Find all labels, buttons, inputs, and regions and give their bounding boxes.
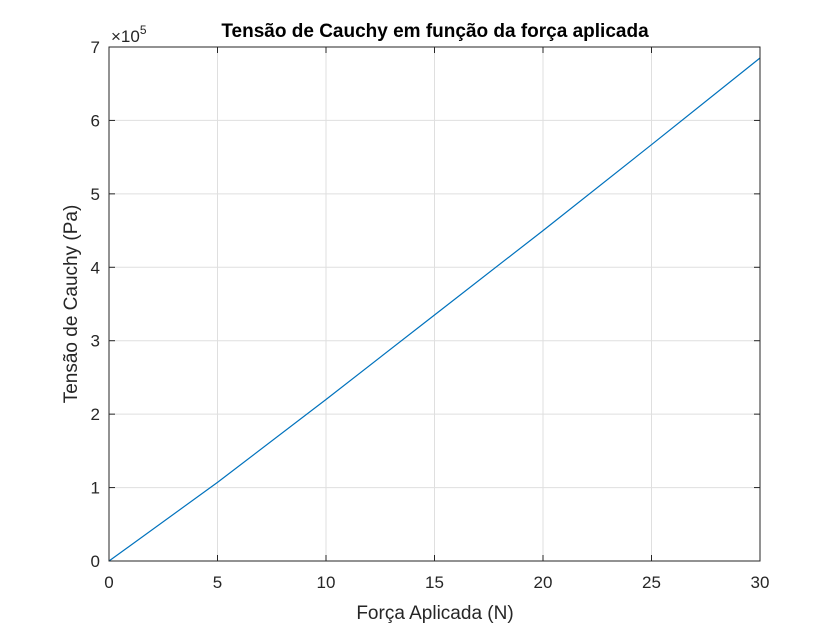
series-point — [434, 314, 435, 315]
x-tick-label: 20 — [534, 573, 553, 592]
series-point — [542, 230, 543, 231]
x-axis-label: Força Aplicada (N) — [356, 603, 513, 624]
y-tick-labels: 0 1 2 3 4 5 6 7 — [91, 38, 100, 571]
y-multiplier: ×105 — [111, 23, 147, 46]
tick-marks — [108, 46, 761, 562]
x-tick-label: 5 — [213, 573, 222, 592]
chart-title: Tensão de Cauchy em função da força apli… — [221, 21, 649, 42]
x-tick-label: 30 — [751, 573, 770, 592]
y-axis-label: Tensão de Cauchy (Pa) — [61, 205, 82, 404]
grid-lines — [109, 47, 760, 561]
x-tick-label: 15 — [425, 573, 444, 592]
series-point — [325, 399, 326, 400]
x-tick-label: 25 — [642, 573, 661, 592]
y-tick-label: 2 — [91, 405, 100, 424]
y-tick-label: 5 — [91, 185, 100, 204]
y-tick-label: 4 — [91, 258, 100, 277]
series-line — [108, 57, 761, 562]
y-tick-label: 0 — [91, 552, 100, 571]
y-multiplier-exponent: 5 — [140, 23, 147, 37]
y-tick-label: 1 — [91, 479, 100, 498]
y-tick-label: 6 — [91, 111, 100, 130]
y-tick-label: 7 — [91, 38, 100, 57]
series-point — [651, 144, 652, 145]
y-tick-label: 3 — [91, 332, 100, 351]
x-tick-label: 10 — [317, 573, 336, 592]
series-layer — [108, 57, 761, 562]
y-multiplier-base: ×10 — [111, 27, 140, 46]
x-tick-label: 0 — [104, 573, 113, 592]
x-tick-labels: 0 5 10 15 20 25 30 — [104, 573, 769, 592]
series-point — [217, 482, 218, 483]
